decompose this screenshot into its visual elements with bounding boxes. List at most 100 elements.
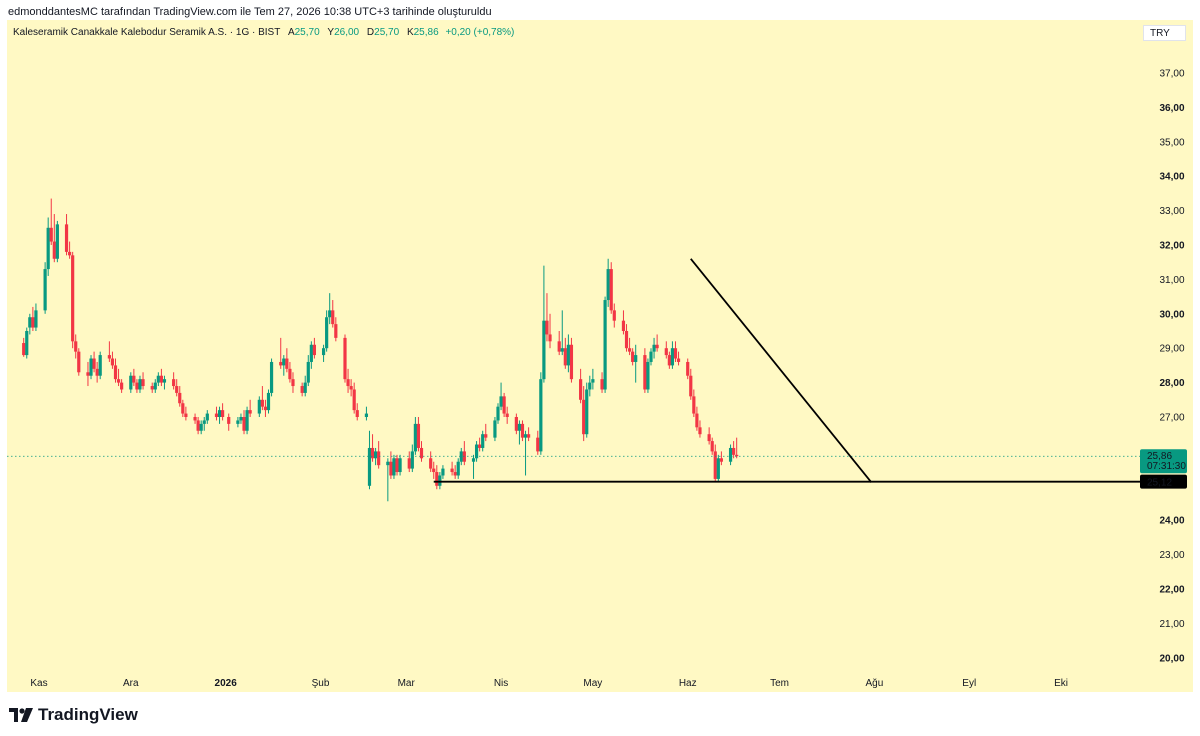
candle-body bbox=[364, 413, 369, 417]
candle-body bbox=[181, 403, 185, 414]
candle-body bbox=[205, 413, 209, 421]
candle-body bbox=[548, 334, 552, 342]
candle-body bbox=[377, 451, 381, 466]
candle-body bbox=[389, 461, 393, 476]
candle-body bbox=[31, 317, 35, 328]
candle-body bbox=[569, 344, 574, 380]
open-key: A bbox=[287, 27, 295, 38]
y-axis-label: 21,00 bbox=[1159, 619, 1184, 630]
support-price-badge bbox=[1140, 474, 1187, 489]
chart-area[interactable]: 37,00 36,00 35,00 34,00 33,00 32,00 31,00 30,00… bbox=[7, 20, 1193, 692]
candle-body bbox=[135, 382, 139, 390]
y-axis-label: 35,00 bbox=[1159, 137, 1184, 148]
y-axis-label: 24,00 bbox=[1159, 516, 1184, 527]
candle-body bbox=[98, 355, 102, 376]
candle-body bbox=[676, 358, 681, 362]
candle-body bbox=[242, 417, 246, 431]
candle-body bbox=[496, 406, 500, 421]
candle-body bbox=[471, 458, 476, 462]
candle-body bbox=[560, 348, 564, 352]
candle-body bbox=[92, 358, 96, 369]
currency-selector[interactable]: TRY bbox=[1143, 25, 1186, 41]
x-axis-label: Eyl bbox=[962, 678, 976, 689]
symbol-legend: Kaleseramik Canakkale Kalebodur Seramik … bbox=[13, 27, 514, 38]
candle-body bbox=[713, 451, 717, 479]
low-value: 25,70 bbox=[374, 27, 400, 38]
candle-body bbox=[141, 379, 145, 387]
candle-body bbox=[227, 417, 231, 424]
candle-body bbox=[523, 434, 528, 438]
candle-body bbox=[74, 341, 78, 352]
candle-body bbox=[172, 379, 176, 387]
x-axis-label: Tem bbox=[770, 678, 789, 689]
candle-body bbox=[89, 358, 93, 376]
candle-body bbox=[413, 423, 417, 452]
candle-body bbox=[178, 392, 182, 404]
candle-body bbox=[646, 361, 650, 390]
candle-body bbox=[432, 468, 436, 473]
candle-body bbox=[352, 389, 356, 411]
candle-body bbox=[527, 434, 531, 438]
candle-body bbox=[199, 423, 203, 431]
candle-body bbox=[196, 420, 200, 431]
tradingview-logo[interactable]: TradingView bbox=[9, 705, 138, 725]
candle-body bbox=[634, 355, 638, 362]
candle-body bbox=[631, 351, 635, 362]
candle-body bbox=[150, 386, 154, 390]
tradingview-logo-icon bbox=[9, 708, 33, 722]
candle-body bbox=[71, 255, 75, 342]
candle-body bbox=[309, 344, 313, 362]
candle-body bbox=[300, 386, 304, 393]
candle-body bbox=[285, 358, 289, 369]
candle-body bbox=[34, 310, 38, 328]
candle-body bbox=[563, 348, 567, 366]
candle-body bbox=[334, 324, 338, 338]
candle-body bbox=[609, 269, 613, 311]
candle-body bbox=[25, 331, 29, 356]
candle-body bbox=[542, 320, 546, 380]
candle-body bbox=[667, 355, 671, 366]
high-key: Y bbox=[327, 27, 335, 38]
candle-body bbox=[438, 475, 442, 486]
candle-body bbox=[159, 375, 163, 383]
candle-body bbox=[695, 413, 699, 428]
x-axis-label: May bbox=[583, 678, 602, 689]
close-value: 25,86 bbox=[413, 27, 439, 38]
open-value: 25,70 bbox=[294, 27, 320, 38]
candle-body bbox=[502, 396, 506, 414]
candle-body bbox=[245, 410, 249, 431]
candle-body bbox=[398, 458, 402, 473]
candle-body bbox=[499, 396, 503, 407]
candle-body bbox=[279, 361, 283, 366]
candle-body bbox=[652, 344, 656, 352]
candle-body bbox=[374, 451, 378, 459]
candle-body bbox=[49, 227, 53, 242]
candle-body bbox=[716, 458, 720, 479]
price-chart[interactable]: 37,00 36,00 35,00 34,00 33,00 32,00 31,00 30,00… bbox=[7, 20, 1193, 692]
candle-body bbox=[248, 410, 252, 414]
chart-attribution: edmonddantesMC tarafından TradingView.co… bbox=[8, 6, 492, 18]
support-price-badge-label: 25,12 bbox=[1147, 478, 1172, 489]
candle-body bbox=[517, 423, 522, 431]
candle-body bbox=[585, 389, 589, 435]
candle-body bbox=[312, 344, 316, 356]
candle-body bbox=[370, 447, 375, 459]
y-axis-label: 36,00 bbox=[1159, 103, 1184, 114]
candle-body bbox=[269, 361, 274, 393]
low-key: D bbox=[366, 27, 375, 38]
candle-body bbox=[627, 348, 632, 352]
x-axis-label: Nis bbox=[494, 678, 508, 689]
candle-body bbox=[107, 355, 111, 359]
y-axis-label: 29,00 bbox=[1159, 344, 1184, 355]
candle-body bbox=[217, 410, 222, 417]
candle-body bbox=[266, 392, 271, 411]
tradingview-wordmark: TradingView bbox=[38, 705, 138, 724]
candle-body bbox=[392, 458, 396, 476]
candle-body bbox=[484, 434, 488, 438]
candle-body bbox=[566, 344, 570, 366]
last-price-badge-price: 25,86 bbox=[1147, 451, 1172, 462]
candle-body bbox=[325, 317, 329, 349]
candle-body bbox=[710, 441, 714, 452]
candle-body bbox=[456, 461, 460, 476]
candle-body bbox=[236, 420, 240, 424]
